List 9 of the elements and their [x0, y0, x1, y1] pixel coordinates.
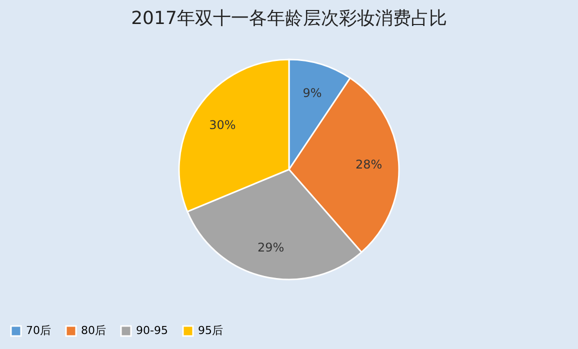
data-label: 29% — [258, 240, 284, 254]
legend-label: 90-95 — [136, 324, 168, 337]
legend-label: 80后 — [81, 324, 106, 337]
data-label: 30% — [209, 118, 236, 132]
chart-title: 2017年双十一各年龄层次彩妆消费占比 — [131, 8, 447, 29]
legend-label: 70后 — [26, 324, 51, 337]
legend-label: 95后 — [198, 324, 223, 337]
data-label: 28% — [355, 157, 382, 172]
data-label: 9% — [302, 86, 322, 100]
